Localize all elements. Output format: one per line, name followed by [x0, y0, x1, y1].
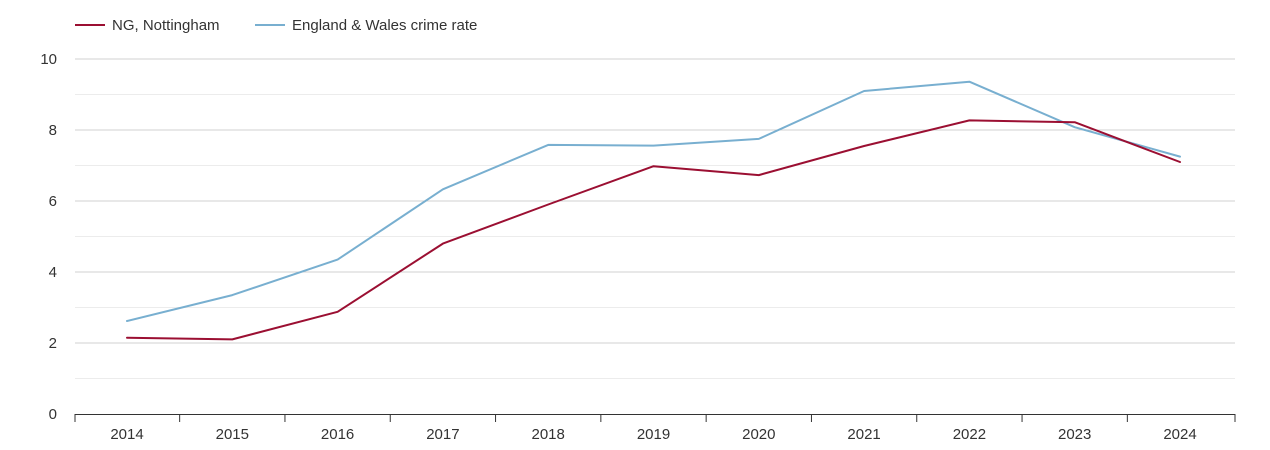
series-line-england-wales	[126, 80, 1181, 322]
data-point	[1178, 160, 1182, 164]
legend-label: NG, Nottingham	[112, 17, 220, 34]
data-point	[757, 137, 761, 141]
y-tick-label: 10	[40, 51, 57, 68]
data-point	[441, 242, 445, 246]
data-point	[862, 89, 866, 93]
x-tick-label: 2020	[742, 426, 775, 443]
data-point	[230, 293, 234, 297]
x-tick-label: 2022	[953, 426, 986, 443]
data-point	[1073, 120, 1077, 124]
legend-label: England & Wales crime rate	[292, 17, 477, 34]
x-tick-label: 2015	[216, 426, 249, 443]
x-tick-label: 2024	[1163, 426, 1196, 443]
data-point	[230, 337, 234, 341]
x-tick-label: 2014	[110, 426, 143, 443]
x-tick-label: 2023	[1058, 426, 1091, 443]
data-point	[1178, 155, 1182, 159]
y-tick-label: 8	[49, 122, 57, 139]
legend: NG, Nottingham England & Wales crime rate	[75, 17, 477, 34]
y-tick-label: 4	[49, 264, 57, 281]
data-point	[862, 144, 866, 148]
data-point	[757, 173, 761, 177]
data-point	[546, 203, 550, 207]
x-tick-label: 2017	[426, 426, 459, 443]
series-layer	[125, 80, 1182, 341]
data-point	[336, 310, 340, 314]
x-tick-label: 2019	[637, 426, 670, 443]
data-point	[652, 164, 656, 168]
y-tick-label: 6	[49, 193, 57, 210]
data-point	[967, 118, 971, 122]
data-point	[441, 187, 445, 191]
data-point	[336, 258, 340, 262]
data-point	[967, 80, 971, 84]
data-point	[546, 143, 550, 147]
data-point	[1073, 125, 1077, 129]
x-tick-label: 2021	[847, 426, 880, 443]
data-point	[125, 336, 129, 340]
data-point	[652, 144, 656, 148]
y-axis: 0 2 4 6 8 10	[40, 51, 57, 423]
data-point	[125, 319, 129, 323]
x-axis: 2014 2015 2016 2017 2018 2019 2020 2021 2022 2023…	[74, 414, 1236, 443]
x-tick-label: 2016	[321, 426, 354, 443]
series-line-ng-nottingham	[126, 119, 1181, 341]
y-tick-label: 2	[49, 335, 57, 352]
x-tick-label: 2018	[532, 426, 565, 443]
y-tick-label: 0	[49, 406, 57, 423]
gridlines	[75, 58, 1235, 379]
